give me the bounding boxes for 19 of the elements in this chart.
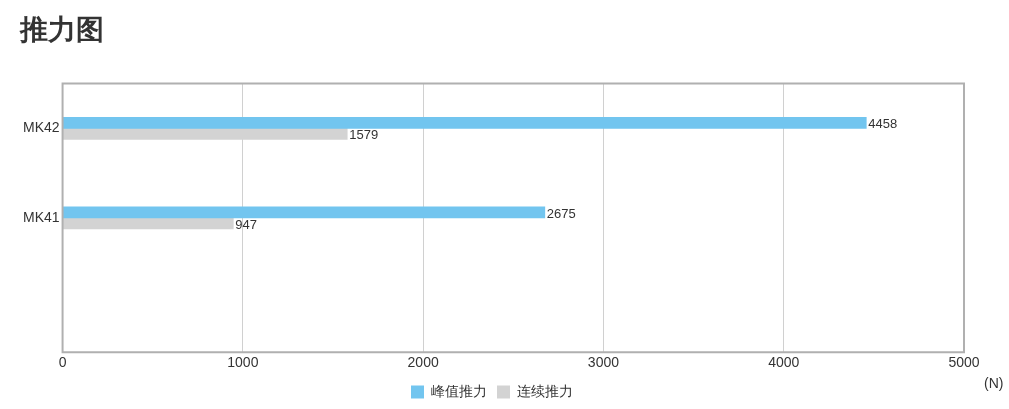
bar	[62, 117, 867, 129]
x-axis-title: (N)	[984, 374, 1004, 391]
y-tick-label: MK42	[22, 119, 60, 136]
y-tick-label: MK41	[22, 208, 60, 225]
bar	[62, 217, 234, 230]
data-label: 1579	[349, 127, 379, 143]
legend-label: 峰值推力	[431, 382, 487, 399]
x-tick-label: 4000	[768, 354, 800, 371]
x-tick-label: 5000	[948, 354, 980, 371]
x-tick-label: 2000	[407, 354, 439, 371]
x-tick-label: 1000	[227, 354, 259, 371]
chart-title: 推力图	[19, 13, 104, 45]
data-label: 2675	[546, 205, 576, 221]
x-tick-label: 3000	[587, 354, 620, 371]
data-label: 4458	[868, 116, 898, 132]
x-tick-label: 0	[58, 354, 67, 371]
bar	[62, 206, 546, 219]
legend-label: 连续推力	[517, 382, 573, 399]
data-label: 947	[235, 216, 258, 232]
